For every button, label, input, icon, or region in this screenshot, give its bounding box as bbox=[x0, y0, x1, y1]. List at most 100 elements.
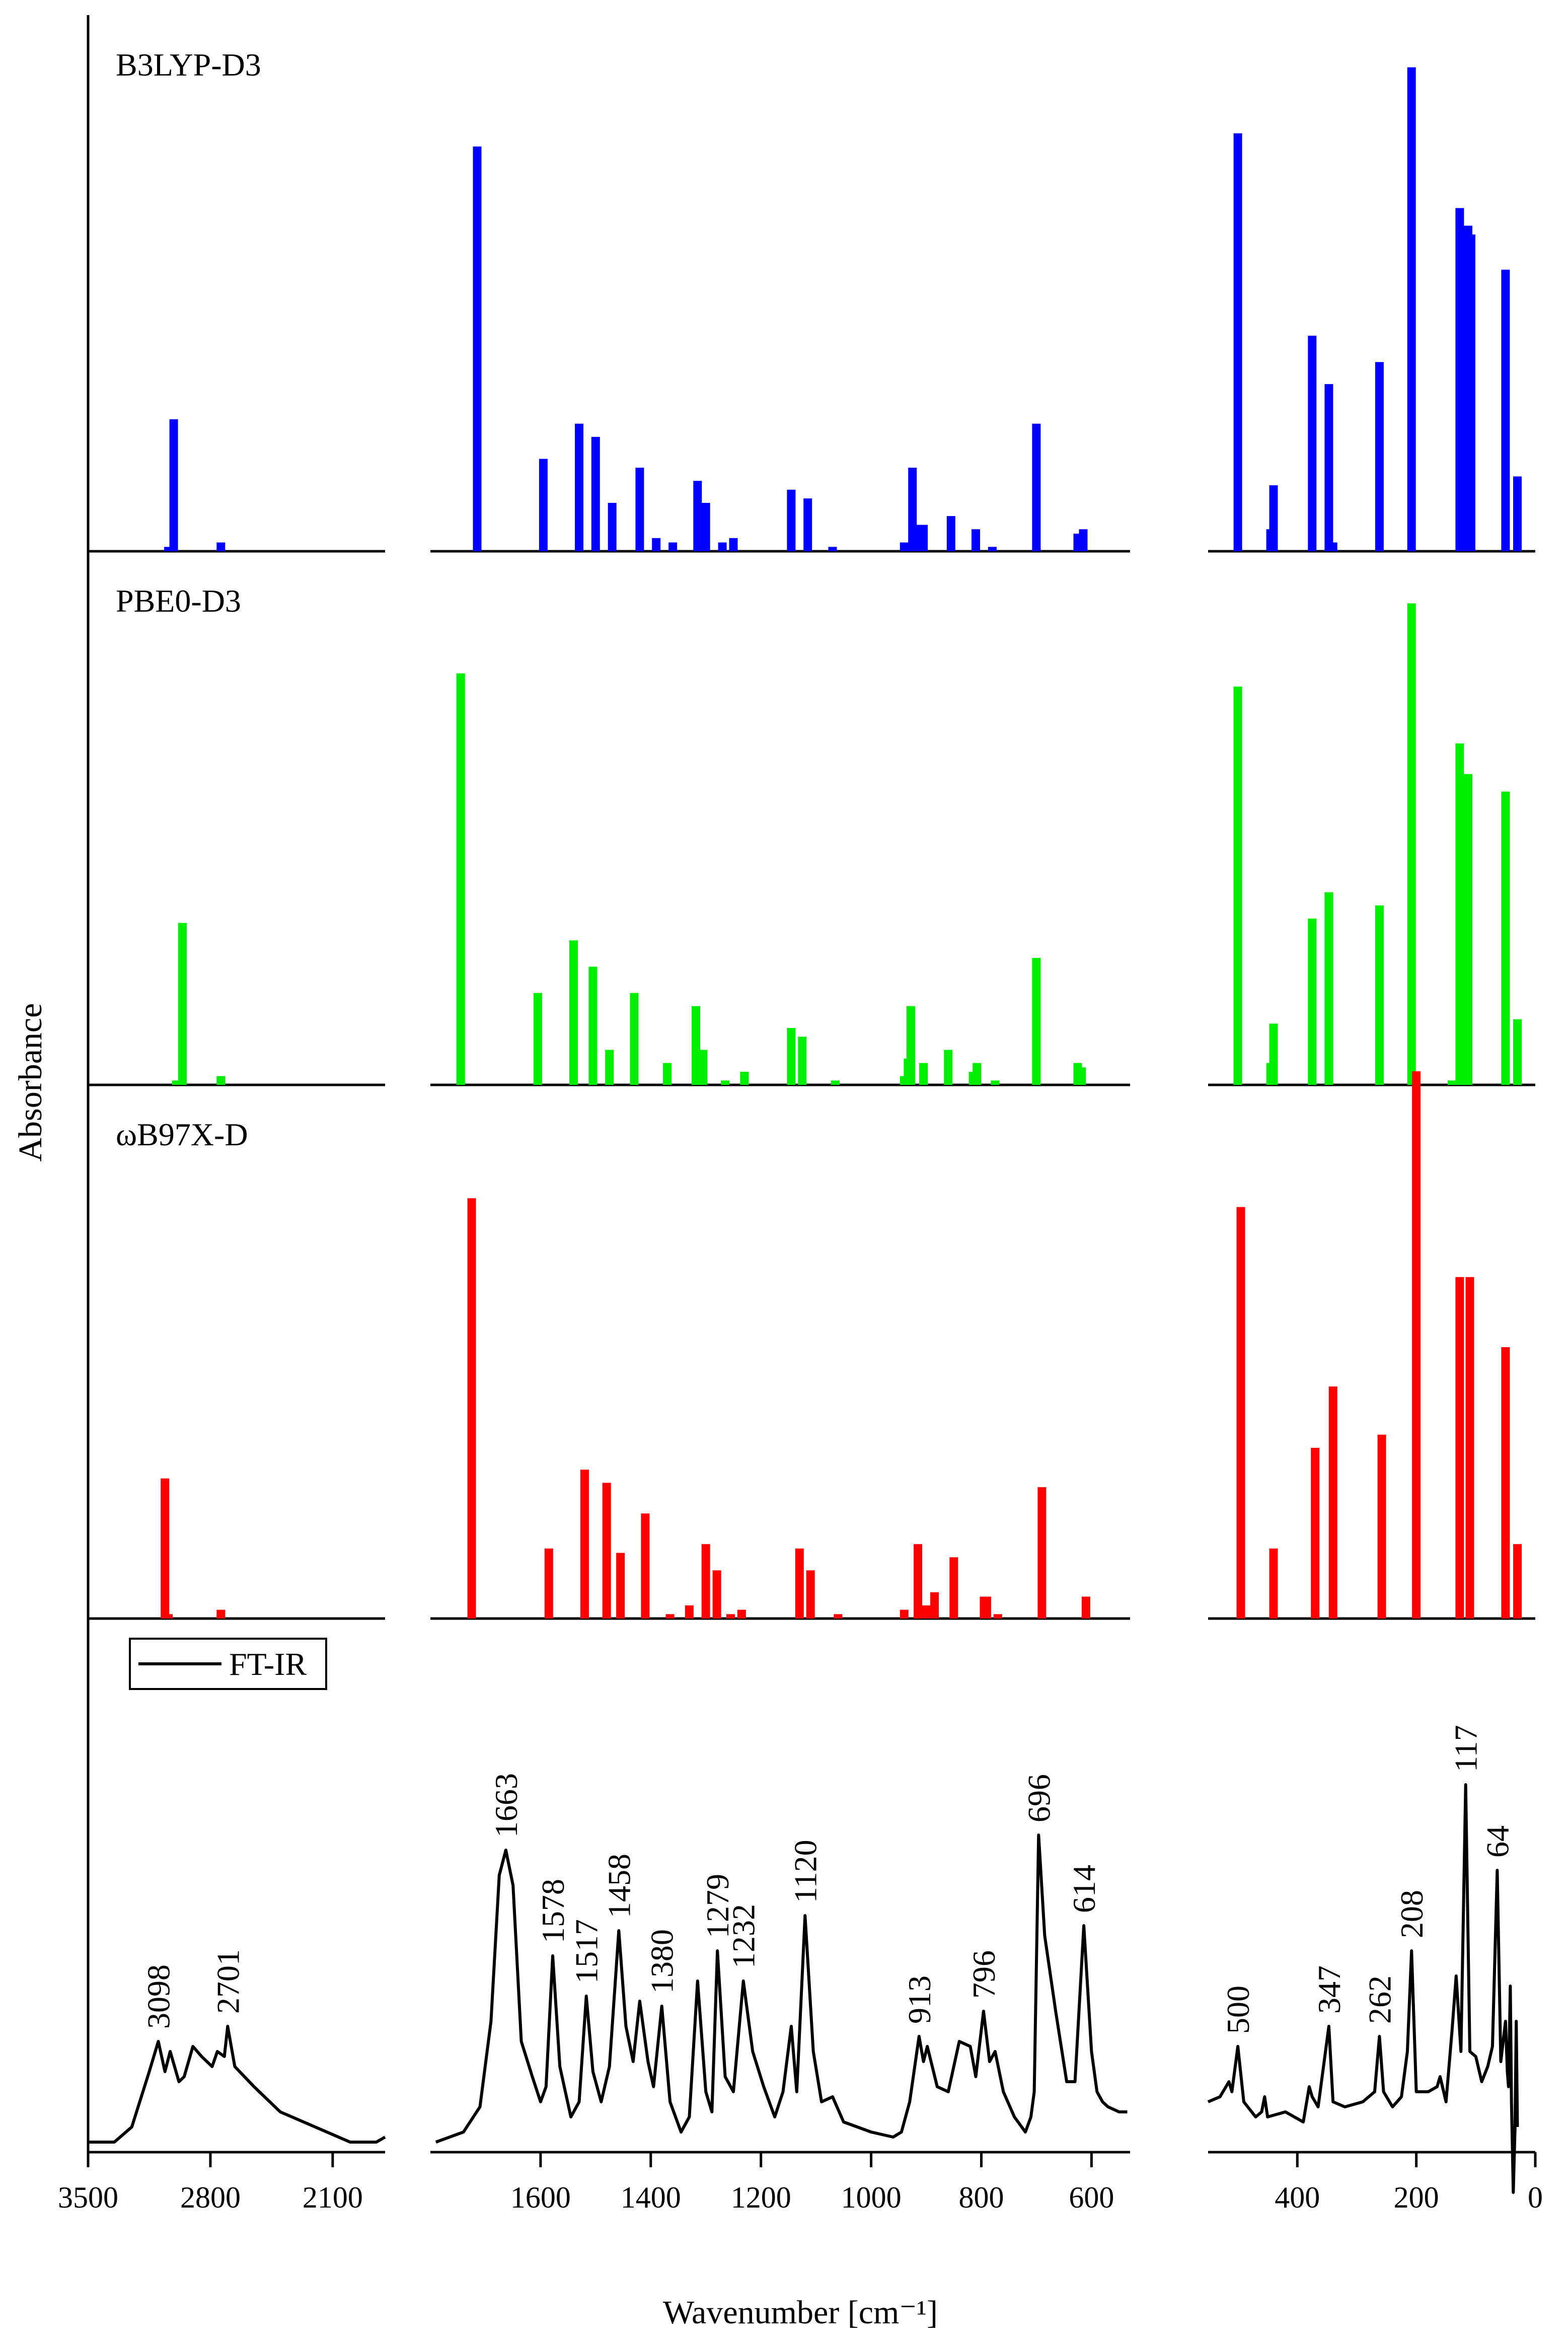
stick-bar bbox=[919, 1063, 928, 1085]
stick-bar bbox=[164, 547, 173, 551]
x-tick-label: 2100 bbox=[303, 2181, 363, 2214]
stick-bar bbox=[712, 1570, 721, 1619]
stick-bar bbox=[1466, 234, 1475, 551]
peak-label: 208 bbox=[1394, 1890, 1430, 1938]
stick-bar bbox=[533, 993, 542, 1085]
stick-bar bbox=[991, 1080, 1000, 1085]
stick-bar bbox=[1377, 1434, 1386, 1619]
peak-label: 1517 bbox=[569, 1919, 605, 1984]
stick-bar bbox=[605, 1050, 614, 1085]
peak-label: 1458 bbox=[601, 1854, 637, 1918]
peak-label: 347 bbox=[1311, 1965, 1347, 2014]
stick-bar bbox=[169, 419, 178, 551]
stick-bar bbox=[944, 1050, 953, 1085]
stick-bar bbox=[930, 1592, 939, 1619]
x-ticks: 3500 2800 2100 1600 1400 1200 1000 800 600 400 200… bbox=[58, 2152, 1543, 2214]
stick-bar bbox=[949, 1557, 958, 1619]
stick-bar bbox=[798, 1037, 807, 1085]
stick-bar bbox=[721, 1080, 730, 1085]
stick-bar bbox=[1037, 1487, 1047, 1619]
stick-bar bbox=[1308, 918, 1317, 1085]
stick-bar bbox=[1328, 542, 1337, 551]
stick-bar bbox=[216, 1609, 226, 1619]
stick-bar bbox=[699, 1050, 708, 1085]
stick-bar bbox=[668, 542, 678, 551]
stick-bar bbox=[1081, 1596, 1090, 1619]
stick-bar bbox=[718, 542, 727, 551]
peak-label: 64 bbox=[1479, 1825, 1515, 1858]
stick-bar bbox=[1328, 1386, 1337, 1619]
stick-bar bbox=[1375, 362, 1384, 551]
x-tick-label: 200 bbox=[1394, 2181, 1439, 2214]
stick-bar bbox=[922, 1605, 931, 1619]
peak-label: 1578 bbox=[535, 1879, 571, 1943]
x-tick-label: 1000 bbox=[841, 2181, 902, 2214]
series-label: PBE0-D3 bbox=[116, 583, 241, 619]
stick-bar bbox=[1079, 529, 1088, 551]
stick-bar bbox=[988, 547, 997, 551]
stick-bar bbox=[1233, 133, 1242, 551]
stick-bar bbox=[473, 146, 482, 551]
stick-bar bbox=[456, 673, 465, 1085]
stick-bar bbox=[663, 1063, 672, 1085]
stick-bar bbox=[701, 502, 710, 551]
x-tick-label: 1200 bbox=[731, 2181, 791, 2214]
stick-bar bbox=[831, 1080, 840, 1085]
stick-bar bbox=[1269, 1548, 1278, 1619]
stick-bar bbox=[1308, 335, 1317, 551]
stick-bar bbox=[1501, 269, 1510, 551]
stick-bar bbox=[1032, 958, 1041, 1085]
stick-bar bbox=[641, 1513, 650, 1619]
x-tick-label: 3500 bbox=[58, 2181, 118, 2214]
ftir-curve bbox=[435, 1833, 1128, 2144]
stick-bar bbox=[1407, 67, 1416, 551]
stick-bar bbox=[1233, 686, 1242, 1085]
stick-bar bbox=[701, 1544, 710, 1619]
stick-bar bbox=[828, 547, 837, 551]
stick-bar bbox=[164, 1614, 173, 1619]
stick-bar bbox=[740, 1071, 749, 1085]
peak-label: 796 bbox=[966, 1950, 1002, 1999]
stick-bar bbox=[685, 1605, 694, 1619]
panel-3: ωB97X-D bbox=[88, 1071, 1535, 1620]
stick-bar bbox=[544, 1548, 553, 1619]
stick-bar bbox=[692, 1006, 700, 1085]
peak-label: 1120 bbox=[787, 1840, 823, 1903]
stick-bar bbox=[737, 1609, 746, 1619]
stick-bar bbox=[1465, 1277, 1474, 1619]
stick-bar bbox=[906, 1006, 915, 1085]
stick-bar bbox=[1311, 1447, 1320, 1619]
stick-bar bbox=[665, 1614, 675, 1619]
x-tick-label: 400 bbox=[1275, 2181, 1320, 2214]
stick-bar bbox=[1448, 1080, 1456, 1085]
stick-bar bbox=[630, 993, 639, 1085]
peak-label: 913 bbox=[902, 1975, 937, 2024]
stick-bar bbox=[1269, 1023, 1278, 1085]
stick-bar bbox=[803, 498, 812, 551]
stick-bar bbox=[216, 1076, 226, 1085]
series-label: ωB97X-D bbox=[116, 1117, 248, 1152]
peak-label: 696 bbox=[1021, 1774, 1057, 1822]
stick-bar bbox=[652, 538, 661, 551]
stick-bar bbox=[1324, 384, 1333, 551]
peak-label: 3098 bbox=[141, 1964, 177, 2029]
stick-bar bbox=[919, 525, 928, 551]
ftir-curve bbox=[88, 2025, 386, 2144]
stick-bar bbox=[795, 1548, 804, 1619]
peak-label: 614 bbox=[1066, 1865, 1102, 1913]
stick-bar bbox=[729, 538, 738, 551]
stick-bar bbox=[1501, 791, 1510, 1085]
x-tick-label: 800 bbox=[958, 2181, 1004, 2214]
stick-bar bbox=[172, 1080, 181, 1085]
stick-bar bbox=[580, 1470, 589, 1619]
peak-label: 117 bbox=[1448, 1725, 1484, 1772]
stick-bar bbox=[1455, 1277, 1464, 1619]
stick-bar bbox=[608, 502, 617, 551]
stick-bar bbox=[1455, 208, 1464, 551]
stick-bar bbox=[591, 436, 600, 551]
stick-bar bbox=[973, 1063, 982, 1085]
legend-label: FT-IR bbox=[229, 1646, 307, 1682]
stick-bar bbox=[787, 1028, 796, 1085]
panel-1: B3LYP-D3 bbox=[88, 47, 1535, 553]
